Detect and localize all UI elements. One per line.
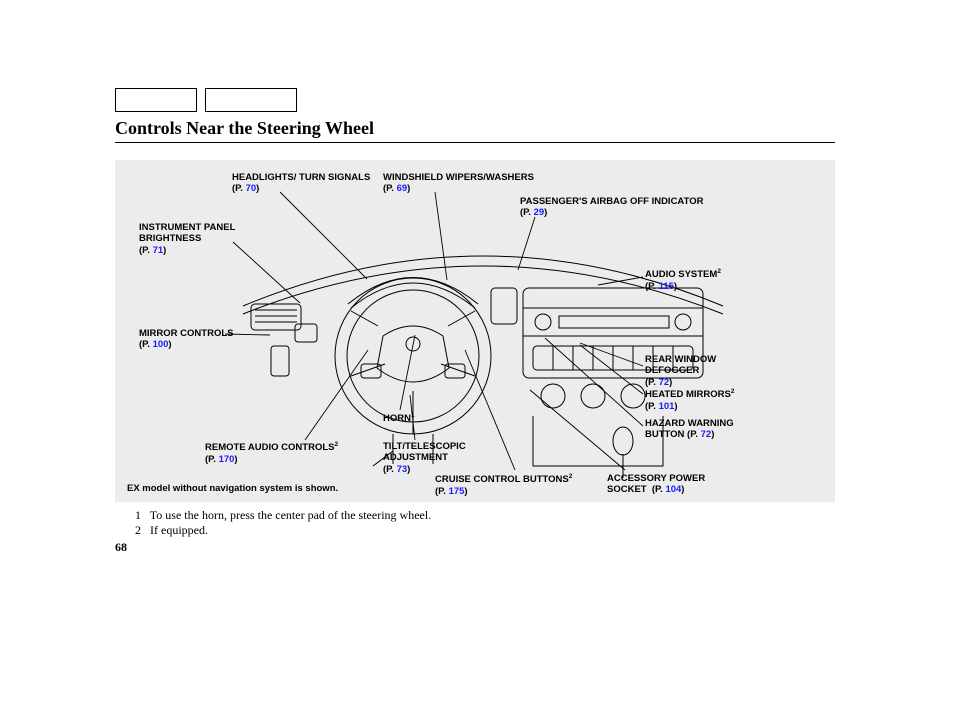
label-airbag-page[interactable]: 29: [534, 207, 545, 218]
label-heated-mirrors-text: HEATED MIRRORS: [645, 389, 731, 400]
label-airbag: PASSENGER'S AIRBAG OFF INDICATOR (P. 29): [520, 196, 703, 219]
label-airbag-text: PASSENGER'S AIRBAG OFF INDICATOR: [520, 196, 703, 207]
label-remote-audio: REMOTE AUDIO CONTROLS2 (P. 170): [205, 441, 338, 465]
label-horn: HORN1: [383, 412, 415, 425]
title-rule: [115, 142, 835, 143]
header-boxes: [115, 88, 297, 112]
figure-caption-note: EX model without navigation system is sh…: [127, 483, 338, 494]
label-rear-defog-page[interactable]: 72: [659, 377, 670, 388]
label-windshield-text: WINDSHIELD WIPERS/WASHERS: [383, 172, 534, 183]
footnote-1-num: 1: [135, 508, 147, 523]
label-remote-audio-page[interactable]: 170: [219, 454, 235, 465]
label-mirror-page[interactable]: 100: [153, 339, 169, 350]
label-cruise: CRUISE CONTROL BUTTONS2 (P. 175): [435, 473, 572, 497]
page: Controls Near the Steering Wheel: [0, 0, 954, 710]
figure: HEADLIGHTS/ TURN SIGNALS (P. 70) WINDSHI…: [115, 160, 835, 502]
label-accessory-page[interactable]: 104: [665, 484, 681, 495]
header-box-2: [205, 88, 297, 112]
label-audio-sup: 2: [717, 268, 721, 275]
label-cruise-text: CRUISE CONTROL BUTTONS: [435, 474, 569, 485]
label-cruise-page[interactable]: 175: [449, 486, 465, 497]
label-headlights: HEADLIGHTS/ TURN SIGNALS (P. 70): [232, 172, 370, 195]
label-windshield-page[interactable]: 69: [397, 183, 408, 194]
label-hazard-page[interactable]: 72: [701, 429, 712, 440]
label-remote-audio-sup: 2: [334, 441, 338, 448]
label-headlights-page[interactable]: 70: [246, 183, 257, 194]
page-number: 68: [115, 540, 127, 555]
label-cruise-sup: 2: [569, 473, 573, 480]
label-accessory: ACCESSORY POWERSOCKET (P. 104): [607, 473, 705, 496]
label-windshield: WINDSHIELD WIPERS/WASHERS (P. 69): [383, 172, 534, 195]
footnote-2: 2 If equipped.: [135, 523, 208, 538]
header-box-1: [115, 88, 197, 112]
footnote-2-num: 2: [135, 523, 147, 538]
label-headlights-text: HEADLIGHTS/ TURN SIGNALS: [232, 172, 370, 183]
label-panel-brightness-page[interactable]: 71: [153, 245, 164, 256]
label-audio-text: AUDIO SYSTEM: [645, 269, 717, 280]
label-heated-mirrors-page[interactable]: 101: [659, 401, 675, 412]
label-mirror: MIRROR CONTROLS (P. 100): [139, 328, 233, 351]
page-title: Controls Near the Steering Wheel: [115, 118, 374, 139]
label-audio: AUDIO SYSTEM2 (P. 115): [645, 268, 721, 292]
label-mirror-text: MIRROR CONTROLS: [139, 328, 233, 339]
label-tilt: TILT/TELESCOPICADJUSTMENT (P. 73): [383, 441, 466, 475]
footnote-2-text: If equipped.: [150, 523, 208, 537]
label-heated-mirrors-sup: 2: [731, 388, 735, 395]
label-horn-sup: 1: [411, 412, 415, 419]
label-remote-audio-text: REMOTE AUDIO CONTROLS: [205, 442, 334, 453]
label-rear-defog: REAR WINDOWDEFOGGER (P. 72): [645, 354, 716, 388]
label-tilt-page[interactable]: 73: [397, 464, 408, 475]
label-hazard: HAZARD WARNINGBUTTON (P. 72): [645, 418, 734, 441]
label-audio-page[interactable]: 115: [659, 281, 674, 292]
label-panel-brightness: INSTRUMENT PANELBRIGHTNESS (P. 71): [139, 222, 235, 256]
footnote-1-text: To use the horn, press the center pad of…: [150, 508, 431, 522]
label-heated-mirrors: HEATED MIRRORS2 (P. 101): [645, 388, 734, 412]
footnote-1: 1 To use the horn, press the center pad …: [135, 508, 431, 523]
label-horn-text: HORN: [383, 413, 411, 424]
